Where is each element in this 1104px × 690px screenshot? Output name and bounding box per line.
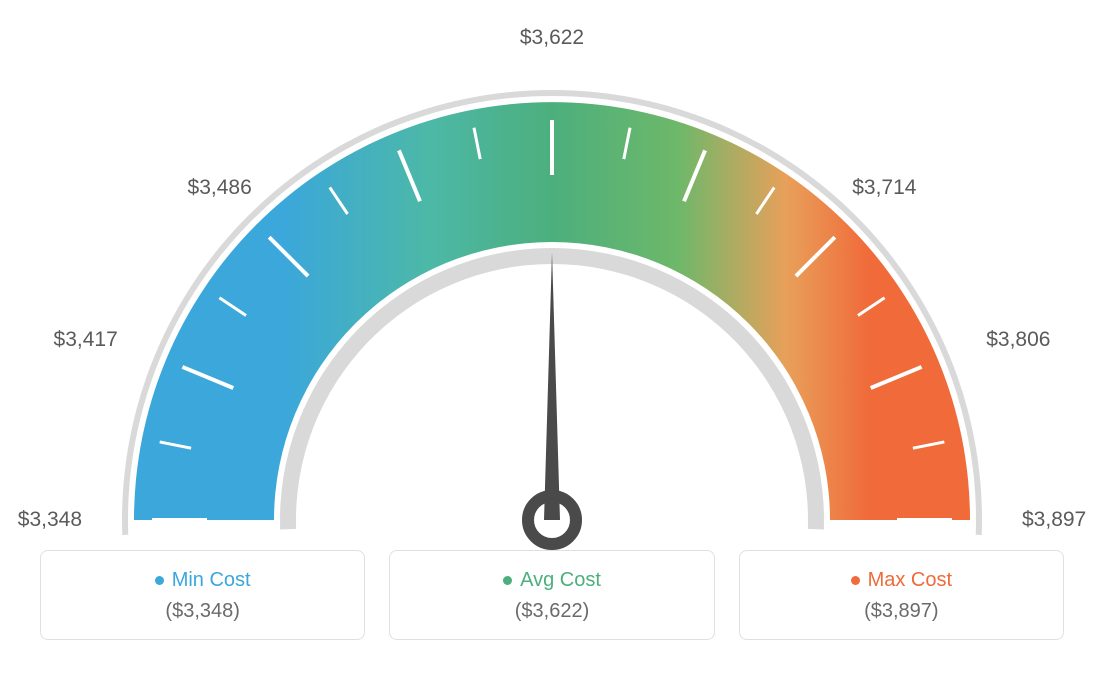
gauge-tick-label: $3,486 (188, 176, 252, 200)
gauge-tick-label: $3,897 (1022, 508, 1086, 532)
max-cost-title: Max Cost (760, 569, 1043, 592)
avg-dot-icon (503, 576, 512, 585)
gauge-tick-label: $3,348 (18, 508, 82, 532)
avg-cost-title: Avg Cost (410, 569, 693, 592)
max-cost-card: Max Cost ($3,897) (739, 550, 1064, 640)
avg-cost-value: ($3,622) (410, 600, 693, 623)
gauge-needle (544, 252, 560, 520)
gauge-tick-label: $3,622 (520, 26, 584, 50)
summary-cards-row: Min Cost ($3,348) Avg Cost ($3,622) Max … (0, 550, 1104, 640)
min-title-text: Min Cost (172, 569, 251, 592)
max-cost-value: ($3,897) (760, 600, 1043, 623)
gauge-chart: $3,348 $3,417 $3,486 $3,622 $3,714 $3,806 $3,8… (0, 0, 1104, 560)
max-dot-icon (851, 576, 860, 585)
min-cost-value: ($3,348) (61, 600, 344, 623)
min-cost-title: Min Cost (61, 569, 344, 592)
gauge-tick-label: $3,714 (852, 176, 916, 200)
max-title-text: Max Cost (868, 569, 952, 592)
min-dot-icon (155, 576, 164, 585)
gauge-svg (0, 0, 1104, 560)
gauge-tick-label: $3,417 (54, 328, 118, 352)
min-cost-card: Min Cost ($3,348) (40, 550, 365, 640)
gauge-tick-label: $3,806 (986, 328, 1050, 352)
avg-title-text: Avg Cost (520, 569, 601, 592)
avg-cost-card: Avg Cost ($3,622) (389, 550, 714, 640)
